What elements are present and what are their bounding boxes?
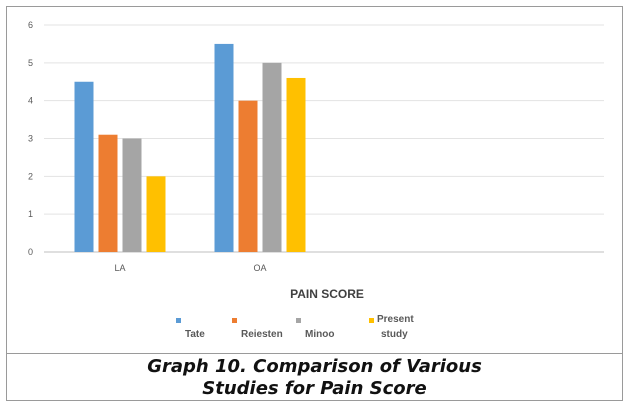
y-tick-label: 2 [28,171,33,181]
legend: Tate Reiesten Minoo Present study [176,314,414,340]
bars [75,44,306,252]
figure-caption: Graph 10. Comparison of Various Studies … [7,356,622,400]
bar-reiesten-oa [239,101,258,252]
legend-label: study [381,329,408,340]
y-tick-label: 5 [28,58,33,68]
legend-label: Minoo [305,329,334,340]
chart-area: 0 1 2 3 4 5 6 LA OA PAIN SCORE Tate Reiesten Mino… [7,7,624,353]
legend-swatch [232,318,237,323]
bar-reiesten-la [99,135,118,252]
legend-swatch [296,318,301,323]
legend-swatch [369,318,374,323]
legend-label: Tate [185,329,205,340]
x-tick-label: LA [114,263,125,273]
y-tick-label: 6 [28,20,33,30]
y-axis-tick-labels: 0 1 2 3 4 5 6 [28,20,33,257]
x-tick-label: OA [253,263,266,273]
bar-tate-la [75,82,94,252]
y-tick-label: 0 [28,247,33,257]
bar-minoo-oa [263,63,282,252]
bar-tate-oa [215,44,234,252]
y-tick-label: 4 [28,96,33,106]
bar-minoo-la [123,139,142,253]
caption-line-2: Studies for Pain Score [7,378,622,400]
legend-label: Present [377,314,414,325]
x-axis-title: PAIN SCORE [290,287,364,301]
bar-chart: 0 1 2 3 4 5 6 LA OA PAIN SCORE Tate Reiesten Mino… [7,7,624,353]
caption-divider [7,353,622,354]
caption-line-1: Graph 10. Comparison of Various [7,356,622,378]
y-tick-label: 3 [28,134,33,144]
y-tick-label: 1 [28,209,33,219]
x-axis-tick-labels: LA OA [114,263,266,273]
bar-present-study-la [147,176,166,252]
figure-frame: 0 1 2 3 4 5 6 LA OA PAIN SCORE Tate Reiesten Mino… [6,6,623,401]
bar-present-study-oa [287,78,306,252]
legend-label: Reiesten [241,329,283,340]
legend-swatch [176,318,181,323]
